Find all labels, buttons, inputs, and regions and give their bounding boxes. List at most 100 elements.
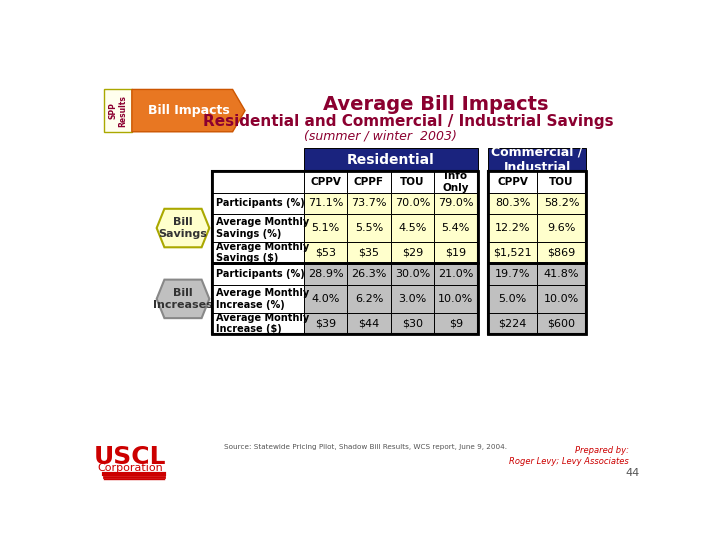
Bar xyxy=(104,90,132,132)
Text: $29: $29 xyxy=(402,248,423,258)
Bar xyxy=(488,171,537,193)
Bar xyxy=(391,171,434,193)
Text: $35: $35 xyxy=(359,248,379,258)
Text: 5.0%: 5.0% xyxy=(499,294,527,304)
Polygon shape xyxy=(132,90,245,132)
Text: Prepared by:
Roger Levy; Levy Associates: Prepared by: Roger Levy; Levy Associates xyxy=(509,446,629,467)
Bar xyxy=(434,193,477,214)
Polygon shape xyxy=(157,280,210,318)
Text: (summer / winter  2003): (summer / winter 2003) xyxy=(304,129,456,142)
Bar xyxy=(434,313,477,334)
Bar xyxy=(488,242,537,264)
Bar xyxy=(391,242,434,264)
Text: 73.7%: 73.7% xyxy=(351,198,387,208)
Text: 10.0%: 10.0% xyxy=(438,294,474,304)
Text: 10.0%: 10.0% xyxy=(544,294,579,304)
Text: CPPV: CPPV xyxy=(310,177,341,187)
Text: 5.4%: 5.4% xyxy=(441,223,470,233)
Bar xyxy=(537,193,586,214)
Bar xyxy=(391,264,434,285)
Text: CPPF: CPPF xyxy=(354,177,384,187)
Bar xyxy=(488,285,537,313)
Text: 6.2%: 6.2% xyxy=(355,294,383,304)
Text: 30.0%: 30.0% xyxy=(395,269,430,279)
Bar xyxy=(488,313,537,334)
Bar xyxy=(212,171,477,334)
Text: Average Monthly
Increase ($): Average Monthly Increase ($) xyxy=(215,313,309,334)
Polygon shape xyxy=(157,209,210,247)
Bar xyxy=(537,313,586,334)
Text: $869: $869 xyxy=(547,248,576,258)
Text: Residential and Commercial / Industrial Savings: Residential and Commercial / Industrial … xyxy=(203,114,613,129)
Text: 3.0%: 3.0% xyxy=(398,294,426,304)
Text: Average Bill Impacts: Average Bill Impacts xyxy=(323,96,549,114)
Bar xyxy=(304,242,347,264)
Text: Bill
Savings: Bill Savings xyxy=(158,217,207,239)
Bar xyxy=(434,171,477,193)
Bar xyxy=(347,214,391,242)
Bar xyxy=(212,171,304,193)
Bar xyxy=(537,285,586,313)
Bar xyxy=(391,285,434,313)
Text: Participants (%): Participants (%) xyxy=(215,269,305,279)
Bar xyxy=(347,171,391,193)
Text: CPPV: CPPV xyxy=(498,177,528,187)
Text: $1,521: $1,521 xyxy=(493,248,532,258)
Bar xyxy=(488,148,586,171)
Bar xyxy=(391,193,434,214)
Text: 19.7%: 19.7% xyxy=(495,269,531,279)
Bar xyxy=(347,264,391,285)
Bar xyxy=(304,171,347,193)
Bar xyxy=(434,242,477,264)
Text: 71.1%: 71.1% xyxy=(308,198,343,208)
Text: 26.3%: 26.3% xyxy=(351,269,387,279)
Text: $30: $30 xyxy=(402,319,423,328)
Bar xyxy=(434,264,477,285)
Text: Source: Statewide Pricing Pilot, Shadow Bill Results, WCS report, June 9, 2004.: Source: Statewide Pricing Pilot, Shadow … xyxy=(224,444,507,450)
Text: Participants (%): Participants (%) xyxy=(215,198,305,208)
Text: Average Monthly
Savings ($): Average Monthly Savings ($) xyxy=(215,242,309,264)
Bar xyxy=(347,285,391,313)
Bar xyxy=(212,193,304,214)
Bar xyxy=(347,313,391,334)
Bar xyxy=(304,264,347,285)
Text: $600: $600 xyxy=(548,319,575,328)
Text: Average Monthly
Increase (%): Average Monthly Increase (%) xyxy=(215,288,309,309)
Bar xyxy=(488,214,537,242)
Bar xyxy=(304,285,347,313)
Bar xyxy=(434,285,477,313)
Text: 41.8%: 41.8% xyxy=(544,269,580,279)
Bar xyxy=(488,264,586,334)
Text: Bill Impacts: Bill Impacts xyxy=(148,104,229,117)
Bar xyxy=(212,264,477,334)
Bar xyxy=(347,193,391,214)
Text: 4.5%: 4.5% xyxy=(398,223,426,233)
Text: 79.0%: 79.0% xyxy=(438,198,474,208)
Bar xyxy=(537,242,586,264)
Text: TOU: TOU xyxy=(400,177,425,187)
Bar xyxy=(391,214,434,242)
Bar xyxy=(434,214,477,242)
Bar xyxy=(537,171,586,193)
Bar xyxy=(537,214,586,242)
Text: 21.0%: 21.0% xyxy=(438,269,474,279)
Text: Commercial /
Industrial: Commercial / Industrial xyxy=(492,145,583,173)
Text: Corporation: Corporation xyxy=(97,463,163,473)
Bar xyxy=(212,171,477,264)
Bar xyxy=(212,264,304,285)
Bar xyxy=(347,242,391,264)
Text: 5.1%: 5.1% xyxy=(312,223,340,233)
Text: TOU: TOU xyxy=(549,177,574,187)
Text: 9.6%: 9.6% xyxy=(547,223,576,233)
Bar xyxy=(304,214,347,242)
Bar xyxy=(391,313,434,334)
Bar xyxy=(488,171,586,334)
Bar xyxy=(488,171,586,264)
Bar xyxy=(304,193,347,214)
Text: 12.2%: 12.2% xyxy=(495,223,531,233)
Bar xyxy=(537,264,586,285)
Text: Average Monthly
Savings (%): Average Monthly Savings (%) xyxy=(215,217,309,239)
Bar xyxy=(212,313,304,334)
Text: 58.2%: 58.2% xyxy=(544,198,580,208)
Text: 5.5%: 5.5% xyxy=(355,223,383,233)
